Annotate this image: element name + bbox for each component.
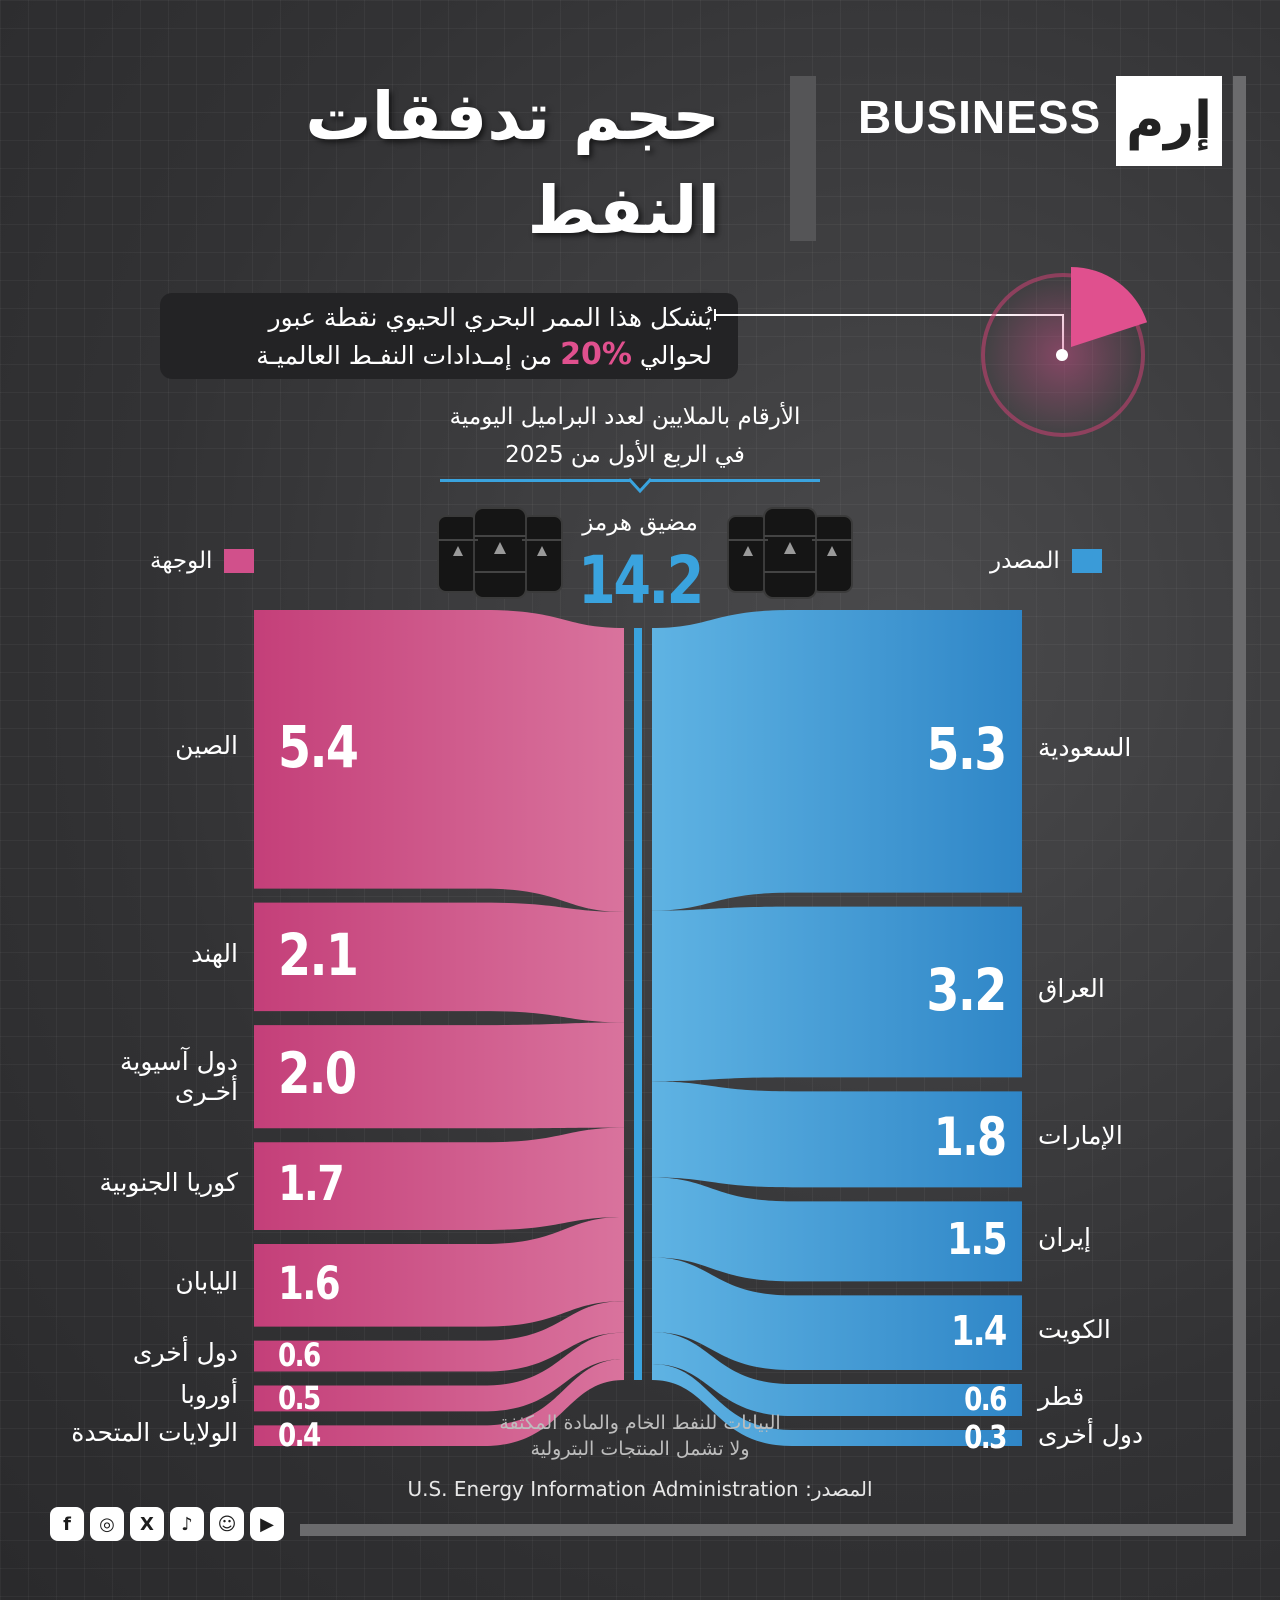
source-value: 0.3	[964, 1418, 1007, 1457]
data-note-line-1: البيانات للنفط الخام والمادة المكثفة	[499, 1412, 781, 1434]
source-value: 1.4	[951, 1307, 1007, 1356]
legend-destination-swatch	[224, 549, 255, 573]
destination-value: 1.6	[278, 1257, 341, 1311]
source-value: 0.6	[964, 1380, 1007, 1419]
destination-band-7	[254, 1332, 624, 1412]
legend-destination-label: الوجهة	[150, 548, 213, 574]
youtube-icon[interactable]: ▶	[250, 1507, 284, 1541]
source-band-5	[652, 1257, 1022, 1370]
oil-barrels-icon-right	[727, 507, 853, 599]
callout-suffix: من إمـدادات النفـط العالميـة	[256, 341, 561, 370]
source-value: 1.5	[946, 1214, 1008, 1266]
source-band-7	[652, 1364, 1022, 1446]
frame-right	[1233, 76, 1246, 1536]
legend-source-label: المصدر	[990, 548, 1060, 574]
destination-value: 2.0	[278, 1041, 357, 1108]
destination-band-2	[254, 902, 624, 1023]
data-note: البيانات للنفط الخام والمادة المكثفة ولا…	[440, 1410, 840, 1462]
destination-band-6	[254, 1301, 624, 1372]
destination-bands	[254, 610, 624, 1446]
strait-total: 14.2	[578, 542, 704, 619]
destination-band-8	[254, 1358, 624, 1446]
data-note-line-2: ولا تشمل المنتجات البترولية	[530, 1438, 750, 1460]
source-label: السعودية	[1038, 733, 1132, 763]
facebook-icon[interactable]: f	[50, 1507, 84, 1541]
source-label: الإمارات	[1038, 1121, 1123, 1151]
source-band-4	[652, 1177, 1022, 1282]
source-label: الكويت	[1038, 1314, 1111, 1344]
callout-line-2: لحوالي %20 من إمـدادات النفـط العالميـة	[186, 336, 712, 374]
destination-band-5	[254, 1216, 624, 1327]
source-credit: المصدر: U.S. Energy Information Administ…	[407, 1477, 873, 1501]
legend-source: المصدر	[990, 548, 1102, 574]
callout-line-1: يُشكل هذا الممر البحري الحيوي نقطة عبور	[268, 303, 713, 332]
social-icons: f ◎ X ♪ ☺ ▶	[50, 1507, 284, 1541]
destination-value: 2.1	[278, 920, 359, 989]
units-line-1: الأرقام بالملايين لعدد البراميل اليومية	[449, 404, 801, 430]
source-value: 3.2	[926, 956, 1008, 1025]
strait-bar	[634, 628, 642, 1380]
source-label: إيران	[1038, 1223, 1092, 1253]
destination-value: 0.6	[278, 1336, 321, 1375]
pie-slice-share	[1071, 267, 1148, 347]
source-band-3	[652, 1081, 1022, 1188]
oil-barrels-icon-left	[437, 507, 563, 599]
units-line-2: في الربع الأول من 2025	[505, 442, 745, 468]
callout-prefix: لحوالي	[631, 341, 712, 370]
destination-label: دول أخرى	[132, 1338, 238, 1368]
callout-connector-tick	[714, 309, 716, 321]
source-value: 5.3	[926, 715, 1008, 784]
callout-box: يُشكل هذا الممر البحري الحيوي نقطة عبور …	[160, 293, 738, 379]
callout-percentage: %20	[560, 337, 632, 372]
destination-label: الصين	[175, 731, 238, 761]
instagram-icon[interactable]: ◎	[90, 1507, 124, 1541]
units-notch-icon	[628, 478, 652, 494]
tiktok-icon[interactable]: ♪	[170, 1507, 204, 1541]
strait-label: مضيق هرمز	[582, 510, 698, 536]
destination-band-4	[254, 1127, 624, 1231]
callout-connector	[716, 314, 1064, 316]
title-separator	[790, 76, 816, 241]
source-band-2	[652, 906, 1022, 1082]
destination-value: 1.7	[278, 1156, 345, 1213]
frame-bottom	[300, 1524, 1246, 1536]
destination-value: 0.4	[278, 1415, 321, 1454]
source-bands	[652, 610, 1022, 1446]
destination-band-1	[254, 610, 624, 912]
destination-label: الهند	[191, 938, 238, 968]
source-label: دول أخرى	[1038, 1420, 1144, 1449]
destination-value: 0.5	[278, 1378, 321, 1417]
source-value: 1.8	[934, 1106, 1007, 1168]
destination-label: أوروبا	[180, 1380, 238, 1410]
logo-text: إرم	[1126, 91, 1212, 151]
snapchat-icon[interactable]: ☺	[210, 1507, 244, 1541]
source-band-1	[652, 610, 1022, 911]
legend-source-swatch	[1071, 549, 1102, 573]
source-band-6	[652, 1332, 1022, 1416]
title-line-1: حجم تدفقات النفط	[305, 78, 720, 249]
destination-label: الولايات المتحدة	[71, 1417, 238, 1447]
callout-dot	[1056, 349, 1068, 361]
legend-destination: الوجهة	[150, 548, 255, 574]
destination-label: اليابان	[175, 1267, 238, 1297]
x-icon[interactable]: X	[130, 1507, 164, 1541]
destination-label: دول آسيوية أخـرى	[119, 1046, 238, 1106]
units-note: الأرقام بالملايين لعدد البراميل اليومية …	[410, 398, 840, 474]
source-label: العراق	[1038, 974, 1105, 1003]
brand-logo: إرم	[1116, 76, 1222, 166]
destination-label: كوريا الجنوبية	[99, 1168, 238, 1198]
destination-value: 5.4	[278, 713, 359, 782]
source-label: قطر	[1038, 1382, 1085, 1411]
brand-text: BUSINESS	[858, 91, 1102, 143]
destination-band-3	[254, 1022, 624, 1129]
pie-ring	[981, 273, 1145, 437]
